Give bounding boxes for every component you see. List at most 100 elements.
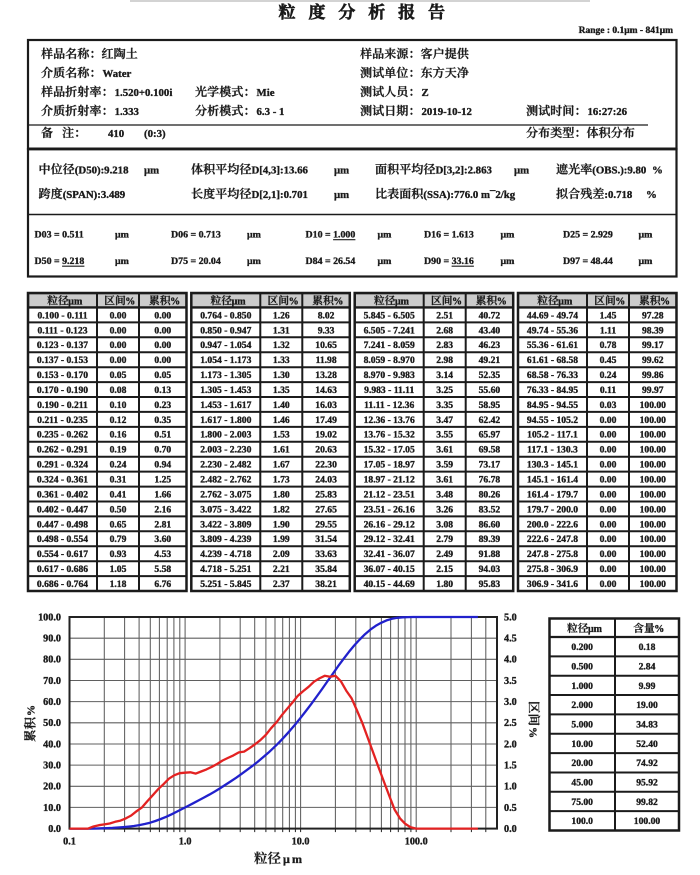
svg-text:83.52: 83.52 [479, 504, 501, 515]
svg-text:1.32: 1.32 [273, 340, 290, 351]
svg-text:0.00: 0.00 [600, 579, 617, 590]
svg-text:(SPAN):3.489: (SPAN):3.489 [63, 189, 126, 201]
svg-text:1.46: 1.46 [273, 415, 290, 426]
svg-text:0.617 - 0.686: 0.617 - 0.686 [37, 564, 88, 575]
svg-text:μm: μm [639, 230, 654, 241]
svg-text:1.05: 1.05 [110, 564, 127, 575]
svg-text:1.90: 1.90 [273, 519, 290, 530]
svg-text:0.111 - 0.123: 0.111 - 0.123 [37, 325, 87, 336]
svg-text:1.453 - 1.617: 1.453 - 1.617 [200, 400, 251, 411]
svg-text:222.6 - 247.8: 222.6 - 247.8 [527, 534, 578, 545]
svg-text:2.5: 2.5 [504, 718, 517, 729]
svg-text:91.88: 91.88 [479, 549, 501, 560]
svg-text:5.845 - 6.505: 5.845 - 6.505 [364, 310, 415, 321]
svg-text:1.31: 1.31 [273, 325, 290, 336]
svg-text:60.0: 60.0 [43, 697, 61, 708]
svg-text:50.0: 50.0 [43, 718, 61, 729]
svg-text:D50 = 9.218: D50 = 9.218 [35, 256, 85, 267]
svg-text:0.50: 0.50 [110, 504, 127, 515]
svg-text:100.00: 100.00 [640, 400, 667, 411]
svg-text:0.08: 0.08 [110, 385, 127, 396]
svg-text:0.402 - 0.447: 0.402 - 0.447 [37, 504, 88, 515]
svg-text:μm: μm [115, 256, 130, 267]
svg-text:38.21: 38.21 [315, 579, 337, 590]
svg-text:15.32 - 17.05: 15.32 - 17.05 [364, 445, 415, 456]
svg-text:0.764 - 0.850: 0.764 - 0.850 [200, 310, 251, 321]
svg-text:1.617 - 1.800: 1.617 - 1.800 [200, 415, 251, 426]
svg-text:0.100 - 0.111: 0.100 - 0.111 [37, 310, 87, 321]
svg-text:2.98: 2.98 [436, 355, 453, 366]
svg-text:74.92: 74.92 [636, 758, 658, 769]
svg-text:11.98: 11.98 [316, 355, 337, 366]
svg-text:17.05 - 18.97: 17.05 - 18.97 [364, 460, 415, 471]
svg-text:40.15 - 44.69: 40.15 - 44.69 [364, 579, 415, 590]
svg-text:1.80: 1.80 [273, 489, 290, 500]
svg-text:0.324 - 0.361: 0.324 - 0.361 [37, 475, 88, 486]
svg-text:100.0: 100.0 [38, 612, 61, 623]
svg-text:μm: μm [232, 296, 247, 307]
svg-text:1.26: 1.26 [273, 310, 290, 321]
svg-text:52.40: 52.40 [636, 739, 658, 750]
svg-text:6.76: 6.76 [154, 579, 171, 590]
svg-text:1.61: 1.61 [273, 445, 290, 456]
svg-text:13.76 - 15.32: 13.76 - 15.32 [364, 430, 415, 441]
svg-text:2.83: 2.83 [436, 340, 453, 351]
svg-text:D97 = 48.44: D97 = 48.44 [563, 256, 613, 267]
svg-text:86.60: 86.60 [479, 519, 501, 530]
svg-text:95.92: 95.92 [636, 778, 658, 789]
svg-text:Water: Water [103, 68, 132, 80]
svg-text:0.93: 0.93 [110, 549, 127, 560]
svg-text:1.11: 1.11 [600, 325, 616, 336]
svg-text:20.00: 20.00 [571, 758, 593, 769]
svg-text:0.0: 0.0 [48, 824, 61, 835]
svg-text:2.81: 2.81 [154, 519, 171, 530]
svg-text:34.83: 34.83 [636, 720, 658, 731]
svg-text:30.0: 30.0 [43, 761, 61, 772]
svg-text:1.35: 1.35 [273, 385, 290, 396]
svg-text:D90 = 33.16: D90 = 33.16 [424, 256, 474, 267]
svg-text:179.7 - 200.0: 179.7 - 200.0 [527, 504, 578, 515]
svg-text:0.00: 0.00 [600, 430, 617, 441]
svg-text:0.79: 0.79 [110, 534, 127, 545]
svg-text:65.97: 65.97 [479, 430, 501, 441]
svg-text:2.482 - 2.762: 2.482 - 2.762 [200, 475, 251, 486]
svg-text:1.0: 1.0 [504, 782, 517, 793]
svg-text:5.251 - 5.845: 5.251 - 5.845 [200, 579, 251, 590]
svg-text:2.0: 2.0 [504, 739, 517, 750]
svg-text:3.55: 3.55 [436, 430, 453, 441]
svg-text:0.947 - 1.054: 0.947 - 1.054 [200, 340, 251, 351]
svg-text:33.63: 33.63 [315, 549, 337, 560]
svg-text:100.00: 100.00 [640, 475, 667, 486]
svg-text:0.10: 0.10 [110, 400, 127, 411]
svg-text:0.123 - 0.137: 0.123 - 0.137 [37, 340, 88, 351]
svg-text:0.262 - 0.291: 0.262 - 0.291 [37, 445, 88, 456]
svg-text:%: % [497, 296, 507, 307]
svg-text:10.0: 10.0 [43, 803, 61, 814]
svg-text:μm: μm [395, 296, 410, 307]
svg-text:26.16 - 29.12: 26.16 - 29.12 [364, 519, 415, 530]
svg-text:0.19: 0.19 [110, 445, 127, 456]
svg-text:4.53: 4.53 [154, 549, 171, 560]
svg-text:D[2,1]:0.701: D[2,1]:0.701 [252, 189, 308, 201]
svg-text:99.97: 99.97 [642, 385, 664, 396]
svg-text:1.305 - 1.453: 1.305 - 1.453 [200, 385, 251, 396]
svg-text:μm: μm [588, 624, 603, 635]
svg-text:40.0: 40.0 [43, 739, 61, 750]
svg-text:4.239 - 4.718: 4.239 - 4.718 [200, 549, 251, 560]
svg-text:μm: μm [115, 230, 130, 241]
svg-text:100.00: 100.00 [634, 816, 661, 827]
svg-text:0.13: 0.13 [154, 385, 171, 396]
svg-text:3.809 - 4.239: 3.809 - 4.239 [200, 534, 251, 545]
svg-text:17.49: 17.49 [315, 415, 337, 426]
svg-text:%: % [646, 189, 657, 201]
svg-text:2.09: 2.09 [273, 549, 290, 560]
svg-text:2.000: 2.000 [571, 700, 593, 711]
svg-text:0.31: 0.31 [110, 475, 127, 486]
svg-text:3.61: 3.61 [436, 445, 453, 456]
svg-text:10.65: 10.65 [315, 340, 337, 351]
svg-text:μm: μm [68, 296, 83, 307]
svg-text:8.970 - 9.983: 8.970 - 9.983 [364, 370, 415, 381]
svg-text:Mie: Mie [257, 87, 275, 99]
svg-text:31.54: 31.54 [315, 534, 337, 545]
svg-text:0.41: 0.41 [110, 489, 127, 500]
